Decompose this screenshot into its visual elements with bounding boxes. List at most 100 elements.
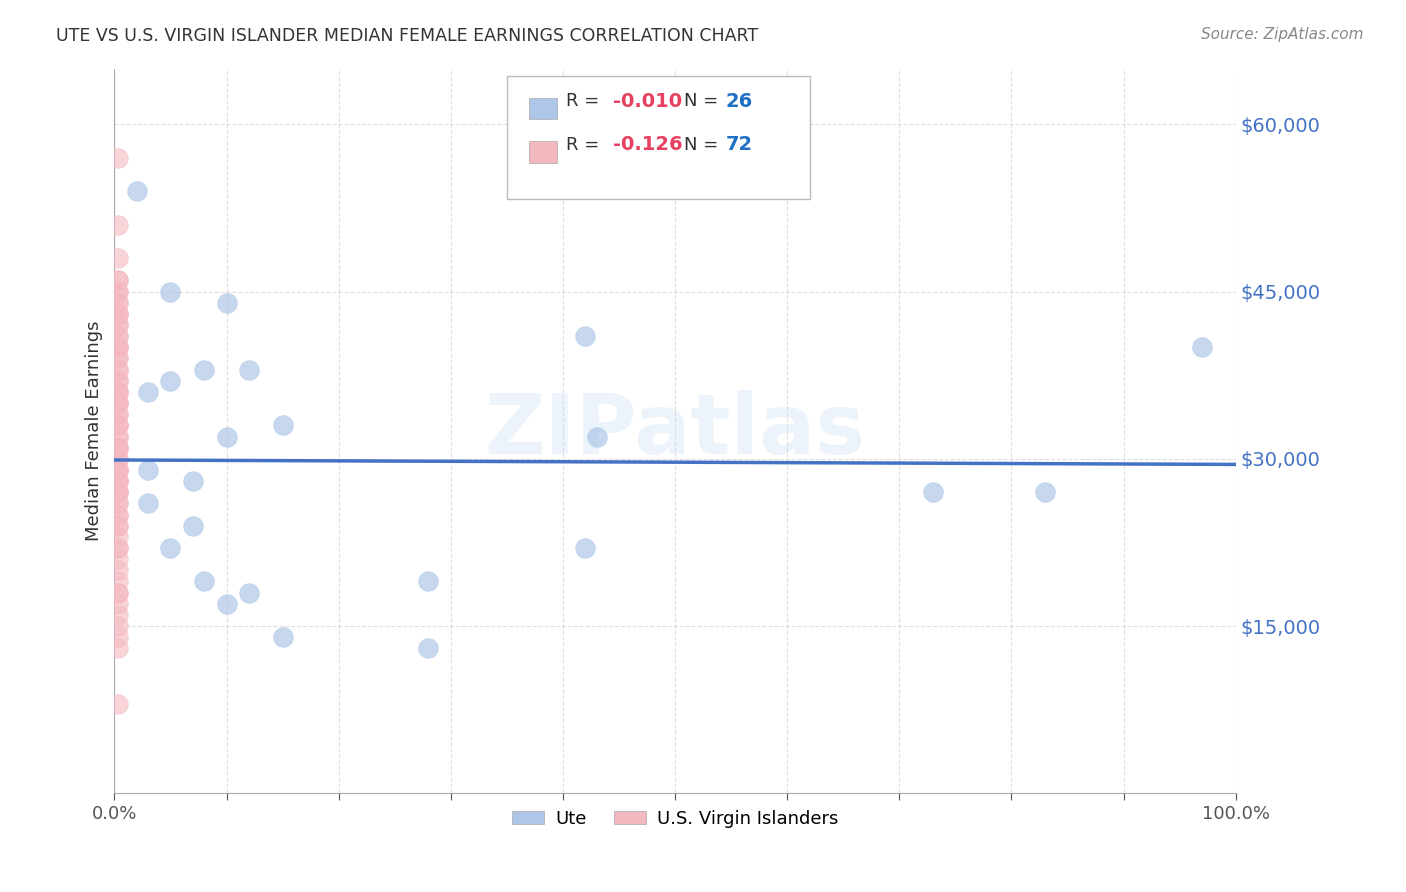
Point xyxy=(107,251,129,265)
Point xyxy=(107,574,129,589)
Point xyxy=(107,362,129,376)
Point xyxy=(418,574,440,589)
Point xyxy=(159,374,181,388)
Point xyxy=(107,307,129,321)
Point xyxy=(107,418,129,433)
Point xyxy=(107,508,129,522)
Point xyxy=(107,307,129,321)
Point xyxy=(238,585,260,599)
Point xyxy=(107,441,129,455)
Point xyxy=(107,697,129,711)
Point xyxy=(107,407,129,421)
Point xyxy=(107,451,129,466)
Point xyxy=(922,485,945,500)
Point xyxy=(107,441,129,455)
Bar xyxy=(529,97,557,120)
Point xyxy=(107,619,129,633)
Y-axis label: Median Female Earnings: Median Female Earnings xyxy=(86,321,103,541)
Point xyxy=(107,374,129,388)
Point xyxy=(107,295,129,310)
Point xyxy=(107,463,129,477)
Point xyxy=(107,351,129,366)
Point xyxy=(107,396,129,410)
Point xyxy=(107,441,129,455)
Point xyxy=(107,518,129,533)
Point xyxy=(107,496,129,510)
Point xyxy=(107,285,129,299)
Text: ZIPatlas: ZIPatlas xyxy=(485,391,866,472)
Point xyxy=(107,273,129,287)
Point xyxy=(107,318,129,332)
Point xyxy=(418,641,440,656)
Point xyxy=(107,384,129,399)
Point xyxy=(107,485,129,500)
Point xyxy=(107,463,129,477)
Point xyxy=(136,463,159,477)
Point xyxy=(193,362,215,376)
Point xyxy=(574,329,596,343)
Point xyxy=(585,429,607,443)
Point xyxy=(107,541,129,555)
Point xyxy=(1033,485,1056,500)
Point xyxy=(125,184,148,198)
Point xyxy=(107,318,129,332)
Point xyxy=(107,329,129,343)
Point xyxy=(181,474,204,488)
Point xyxy=(107,485,129,500)
Point xyxy=(136,496,159,510)
Point xyxy=(181,518,204,533)
Bar xyxy=(529,141,557,162)
Point xyxy=(107,218,129,232)
Point xyxy=(193,574,215,589)
Point xyxy=(107,607,129,622)
Point xyxy=(107,597,129,611)
Point xyxy=(107,418,129,433)
Point xyxy=(107,418,129,433)
Point xyxy=(107,585,129,599)
Text: 72: 72 xyxy=(725,135,752,154)
Point xyxy=(107,530,129,544)
Legend: Ute, U.S. Virgin Islanders: Ute, U.S. Virgin Islanders xyxy=(505,803,845,835)
Point xyxy=(107,384,129,399)
Point xyxy=(107,541,129,555)
Point xyxy=(107,329,129,343)
Point xyxy=(107,429,129,443)
Point xyxy=(107,474,129,488)
Point xyxy=(215,597,238,611)
Text: N =: N = xyxy=(685,92,724,110)
FancyBboxPatch shape xyxy=(508,76,810,199)
Point xyxy=(107,351,129,366)
Point xyxy=(107,340,129,354)
Point xyxy=(107,295,129,310)
Point xyxy=(107,630,129,644)
Point xyxy=(215,429,238,443)
Point xyxy=(107,340,129,354)
Point xyxy=(107,307,129,321)
Text: R =: R = xyxy=(567,92,606,110)
Text: UTE VS U.S. VIRGIN ISLANDER MEDIAN FEMALE EARNINGS CORRELATION CHART: UTE VS U.S. VIRGIN ISLANDER MEDIAN FEMAL… xyxy=(56,27,758,45)
Point xyxy=(107,585,129,599)
Point xyxy=(215,295,238,310)
Point xyxy=(107,374,129,388)
Point xyxy=(107,340,129,354)
Point xyxy=(271,418,294,433)
Point xyxy=(1191,340,1213,354)
Text: 26: 26 xyxy=(725,92,752,111)
Point xyxy=(107,285,129,299)
Text: N =: N = xyxy=(685,136,724,153)
Point xyxy=(107,151,129,165)
Text: R =: R = xyxy=(567,136,606,153)
Point xyxy=(107,429,129,443)
Point xyxy=(574,541,596,555)
Point xyxy=(271,630,294,644)
Point xyxy=(107,407,129,421)
Point xyxy=(107,451,129,466)
Text: Source: ZipAtlas.com: Source: ZipAtlas.com xyxy=(1201,27,1364,42)
Point xyxy=(107,518,129,533)
Point xyxy=(107,396,129,410)
Point xyxy=(107,641,129,656)
Point xyxy=(159,285,181,299)
Point xyxy=(107,552,129,566)
Point xyxy=(107,508,129,522)
Point xyxy=(107,485,129,500)
